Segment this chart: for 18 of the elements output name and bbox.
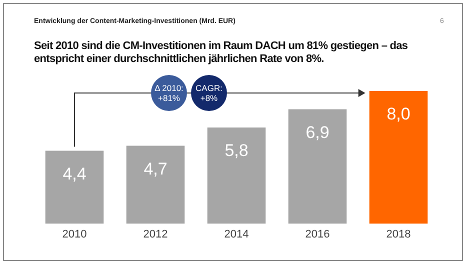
x-tick-label: 2010 <box>62 228 87 240</box>
chart-subtitle: Seit 2010 sind die CM-Investitionen im Raum DACH um 81% gestiegen – das entspricht einer durchschnittlichen jährlichen Rate von 8%. <box>34 40 409 66</box>
x-tick-label: 2016 <box>305 228 330 240</box>
data-label: 4,4 <box>62 164 86 184</box>
bar <box>288 109 347 224</box>
x-tick-label: 2012 <box>143 228 168 240</box>
bar <box>45 150 104 224</box>
data-label: 6,9 <box>306 122 330 142</box>
annotation: CAGR: +8% <box>196 83 222 103</box>
bar <box>207 128 266 224</box>
annotation: Δ 2010: +81% <box>154 83 184 103</box>
x-tick-label: 2018 <box>386 228 411 240</box>
data-label: 4,7 <box>144 159 168 178</box>
data-label: 5,8 <box>224 141 248 160</box>
bar <box>126 146 185 224</box>
data-label: 8,0 <box>386 104 410 124</box>
x-tick-label: 2014 <box>224 228 249 240</box>
bar <box>369 91 428 224</box>
